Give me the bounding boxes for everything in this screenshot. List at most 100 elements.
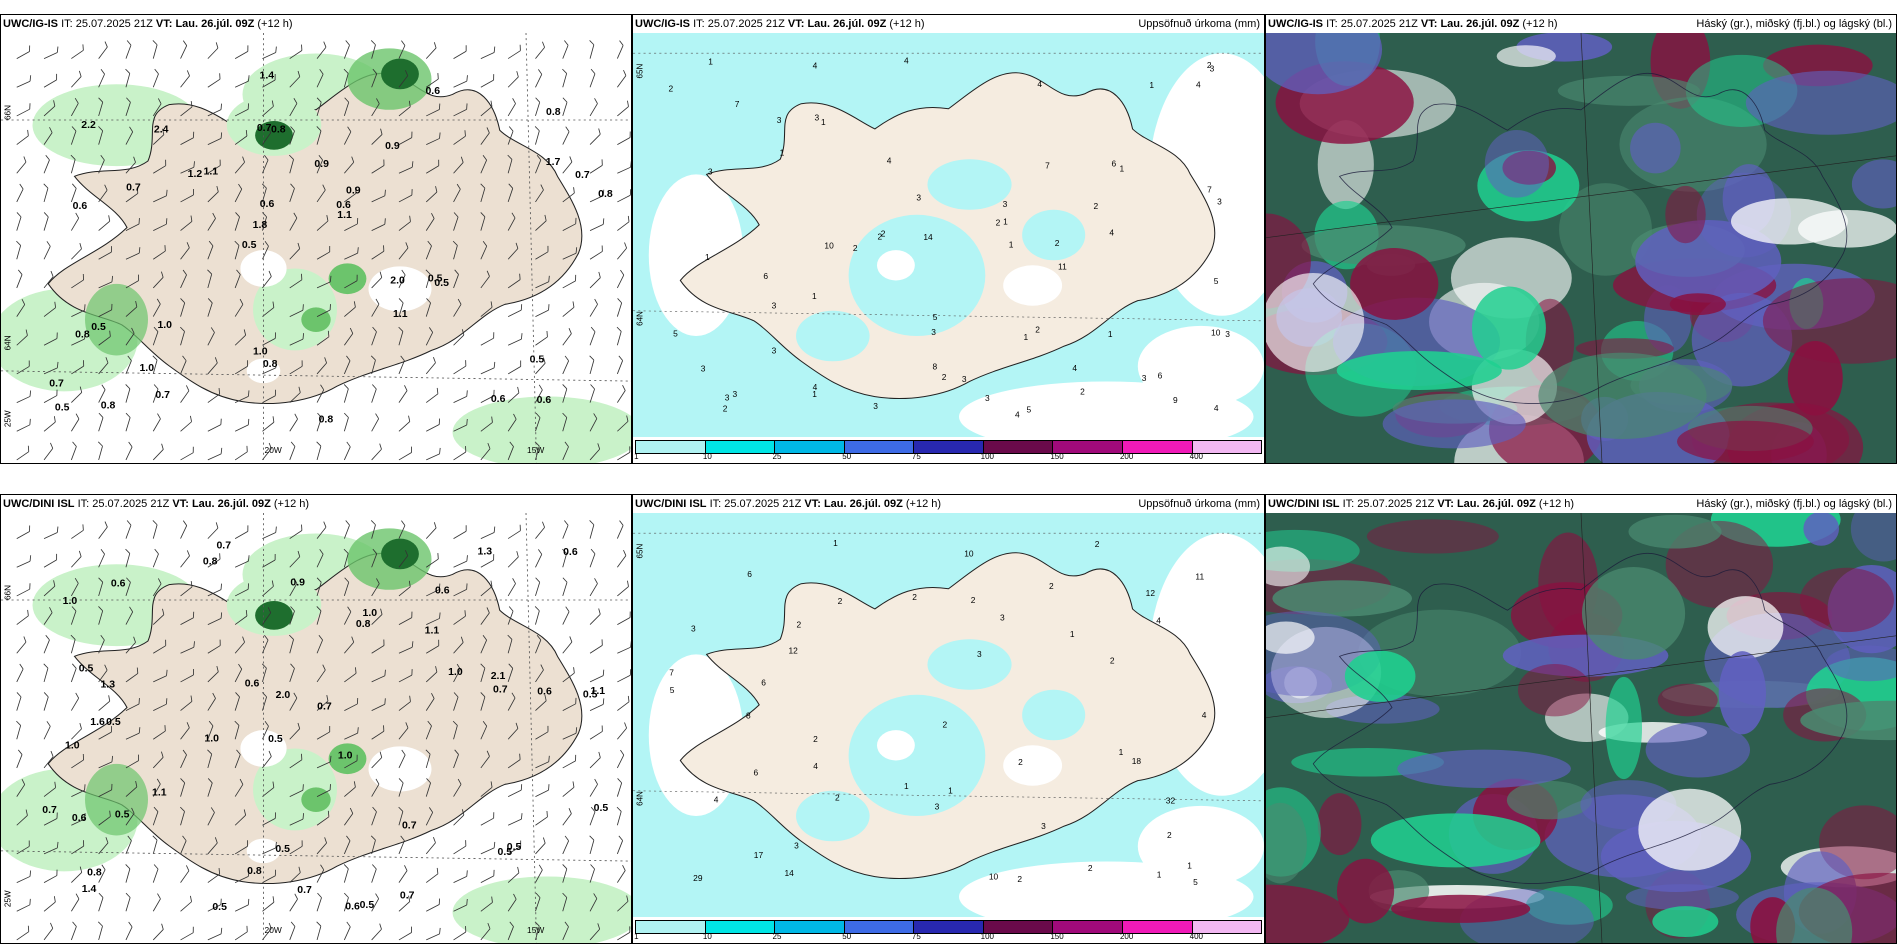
wind-value-label: 0.5 [434, 278, 449, 289]
wind-barb [535, 725, 549, 740]
grid-label: 64N [635, 791, 644, 806]
wind-value-label: 0.5 [360, 900, 375, 911]
colorbar-label: 100 [980, 932, 995, 941]
wind-barb [125, 301, 138, 317]
wind-barb [262, 922, 272, 941]
wind-barb [289, 70, 301, 88]
wind-barb [453, 103, 468, 117]
lead-time: (+12 h) [889, 18, 925, 30]
wind-barb [589, 413, 598, 432]
precip-value-label: 3 [1225, 330, 1230, 339]
wind-value-label: 2.0 [390, 276, 405, 287]
wind-value-label: 0.5 [91, 322, 106, 333]
wind-barb [153, 639, 167, 654]
cloud-patch [1350, 248, 1439, 320]
wind-barb [507, 866, 520, 883]
wind-barb [480, 607, 490, 625]
wind-barb [43, 580, 56, 597]
cloud-patch [1657, 683, 1718, 717]
colorbar-label: 10 [702, 452, 712, 461]
wind-barb [507, 634, 513, 654]
wind-barb [344, 727, 359, 740]
wind-barb [371, 413, 380, 432]
wind-barb [16, 156, 27, 174]
wind-barb [234, 555, 250, 568]
wind-value-label: 1.3 [100, 680, 115, 691]
wind-barb [125, 40, 132, 59]
wind-barb [262, 526, 277, 539]
wind-value-label: 1.0 [204, 734, 219, 745]
wind-barb [207, 159, 221, 174]
colorbar-label: 150 [1050, 932, 1064, 941]
wind-barb [125, 274, 140, 289]
precip-value-label: 4 [1156, 617, 1161, 626]
wind-barb [371, 443, 382, 461]
cloud-patch [1370, 813, 1541, 868]
wind-value-label: 0.8 [271, 124, 286, 135]
grid-label: 66N [2, 585, 12, 600]
precip-value-label: 2 [996, 218, 1001, 227]
wind-barb [125, 667, 139, 683]
wind-barb [16, 390, 32, 403]
wind-barb [16, 555, 32, 568]
wind-barb [562, 667, 575, 683]
cloud-patch [1336, 858, 1395, 924]
wind-barb [153, 218, 168, 231]
wind-barb [562, 697, 577, 711]
wind-barb [426, 898, 440, 912]
wind-barb [370, 40, 376, 59]
precip-value-label: 12 [788, 647, 798, 656]
precip-value-label: 1 [780, 149, 785, 158]
precip-value-label: 3 [935, 802, 940, 811]
wind-barb [535, 275, 550, 289]
vt-value: Lau. 26.júl. 09Z [1456, 498, 1536, 510]
vt-label: VT: [787, 18, 805, 30]
wind-barb [507, 663, 514, 683]
wind-barb [616, 864, 626, 883]
wind-barb [316, 275, 332, 289]
cloud-patch [1803, 513, 1840, 546]
wind-barb [125, 218, 140, 231]
wind-barb [343, 384, 349, 403]
wind-value-label: 0.8 [75, 330, 90, 341]
wind-barb [16, 445, 30, 461]
wind-barb [371, 548, 378, 568]
wind-barb [262, 241, 269, 260]
wind-value-label: 0.5 [594, 803, 609, 814]
wind-value-label: 0.5 [55, 402, 70, 413]
precip-value-label: 2 [838, 597, 843, 606]
wind-barb [589, 864, 595, 883]
wind-barb [43, 750, 54, 769]
wind-barb [234, 720, 240, 740]
wind-barb [98, 126, 104, 145]
wind-barb [507, 304, 523, 317]
wind-barb [480, 127, 490, 145]
wind-value-label: 0.6 [425, 86, 440, 97]
wind-barb [262, 607, 272, 625]
wind-barb [289, 333, 305, 346]
wind-barb [43, 332, 58, 346]
wind-barb [43, 781, 57, 797]
iceland-outline [1312, 72, 1848, 404]
wind-barb [43, 553, 58, 568]
wind-barb [152, 893, 161, 912]
colorbar-swatch [983, 441, 1054, 453]
wind-barb [207, 73, 221, 88]
wind-barb [70, 154, 76, 174]
wind-value-label: 0.5 [583, 690, 598, 701]
wind-barb [589, 355, 595, 375]
wind-value-label: 1.6 [90, 717, 105, 728]
colorbar: 1 10 25 50 75 100 150 200 400 [633, 437, 1264, 463]
wind-barb [262, 750, 272, 769]
wind-barb [507, 71, 519, 88]
vt-value: Lau. 26.júl. 09Z [1440, 18, 1520, 30]
wind-barb [371, 218, 386, 231]
it-value: 25.07.2025 21Z [1357, 498, 1435, 510]
wind-barb [207, 185, 219, 203]
precip-value-label: 3 [931, 328, 936, 337]
wind-barb [480, 554, 495, 568]
grid-label: 20W [265, 925, 282, 935]
wind-barb [344, 301, 356, 317]
wind-barb [343, 412, 349, 432]
vt-label: VT: [804, 498, 821, 510]
